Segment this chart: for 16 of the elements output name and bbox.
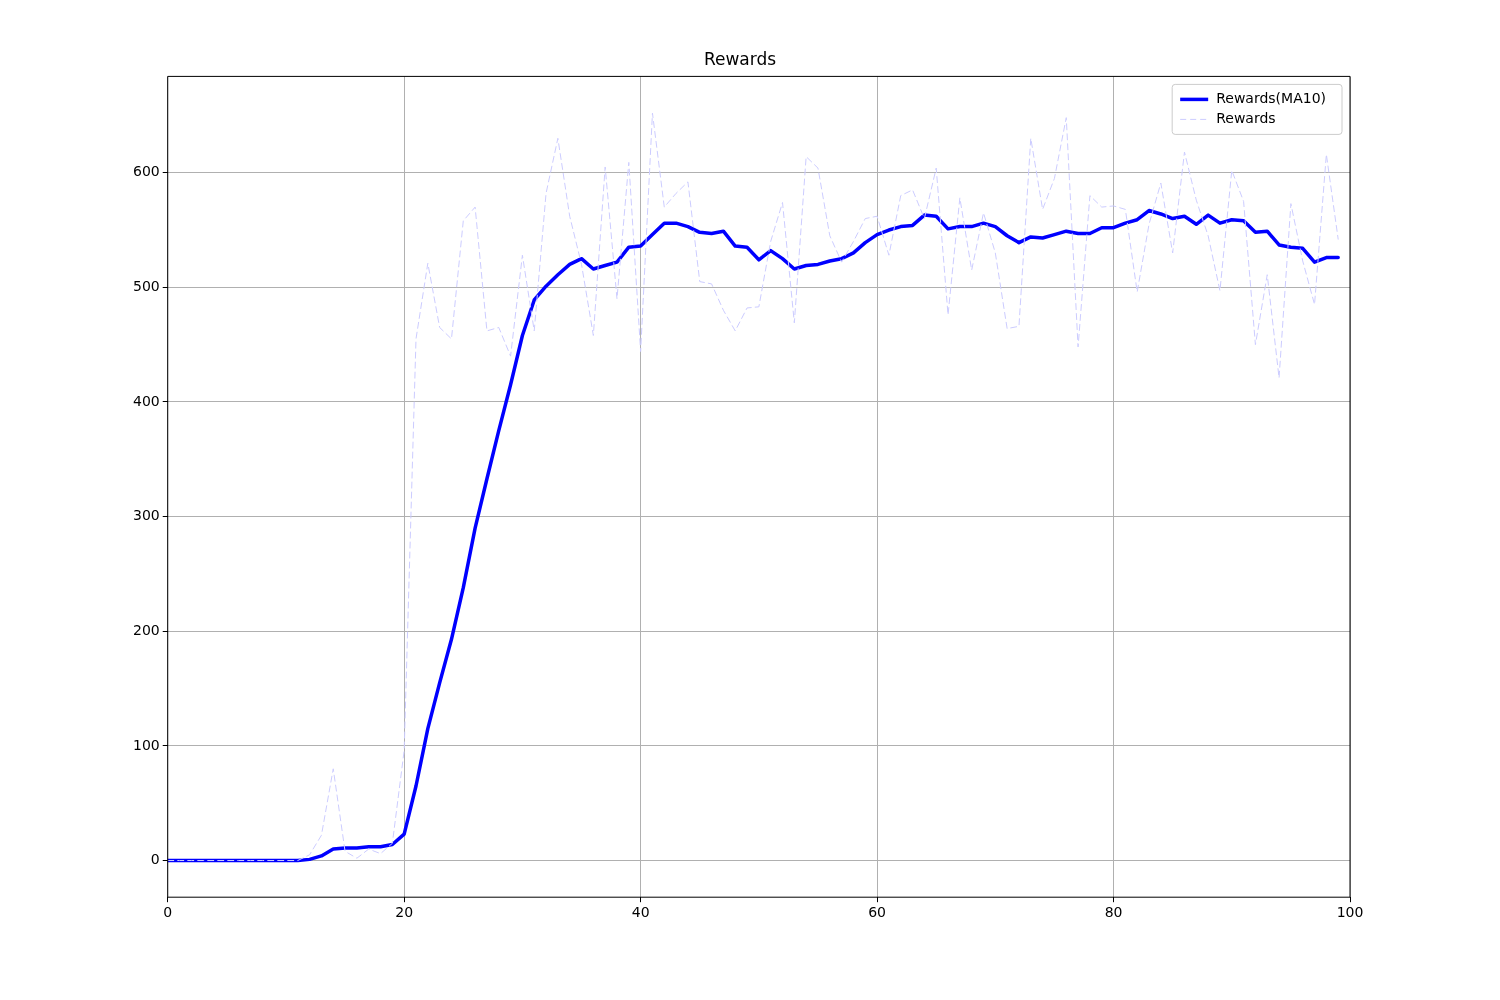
x-tick-label: 60: [868, 904, 886, 921]
x-tick-label: 20: [395, 904, 414, 921]
x-tick-label: 40: [631, 904, 650, 921]
legend-label: Rewards(MA10): [1216, 90, 1326, 107]
y-tick-label: 100: [132, 736, 160, 753]
y-tick-label: 0: [150, 851, 160, 868]
x-tick-label: 100: [1336, 904, 1364, 921]
chart-title: Rewards: [703, 48, 777, 69]
x-tick-label: 0: [163, 904, 173, 921]
x-tick-label: 80: [1104, 904, 1123, 921]
y-tick-label: 200: [132, 621, 160, 638]
y-tick-label: 300: [132, 507, 160, 524]
y-tick-label: 600: [132, 163, 160, 180]
legend-label: Rewards: [1216, 110, 1276, 127]
y-tick-label: 400: [132, 392, 160, 409]
y-tick-label: 500: [132, 277, 160, 294]
